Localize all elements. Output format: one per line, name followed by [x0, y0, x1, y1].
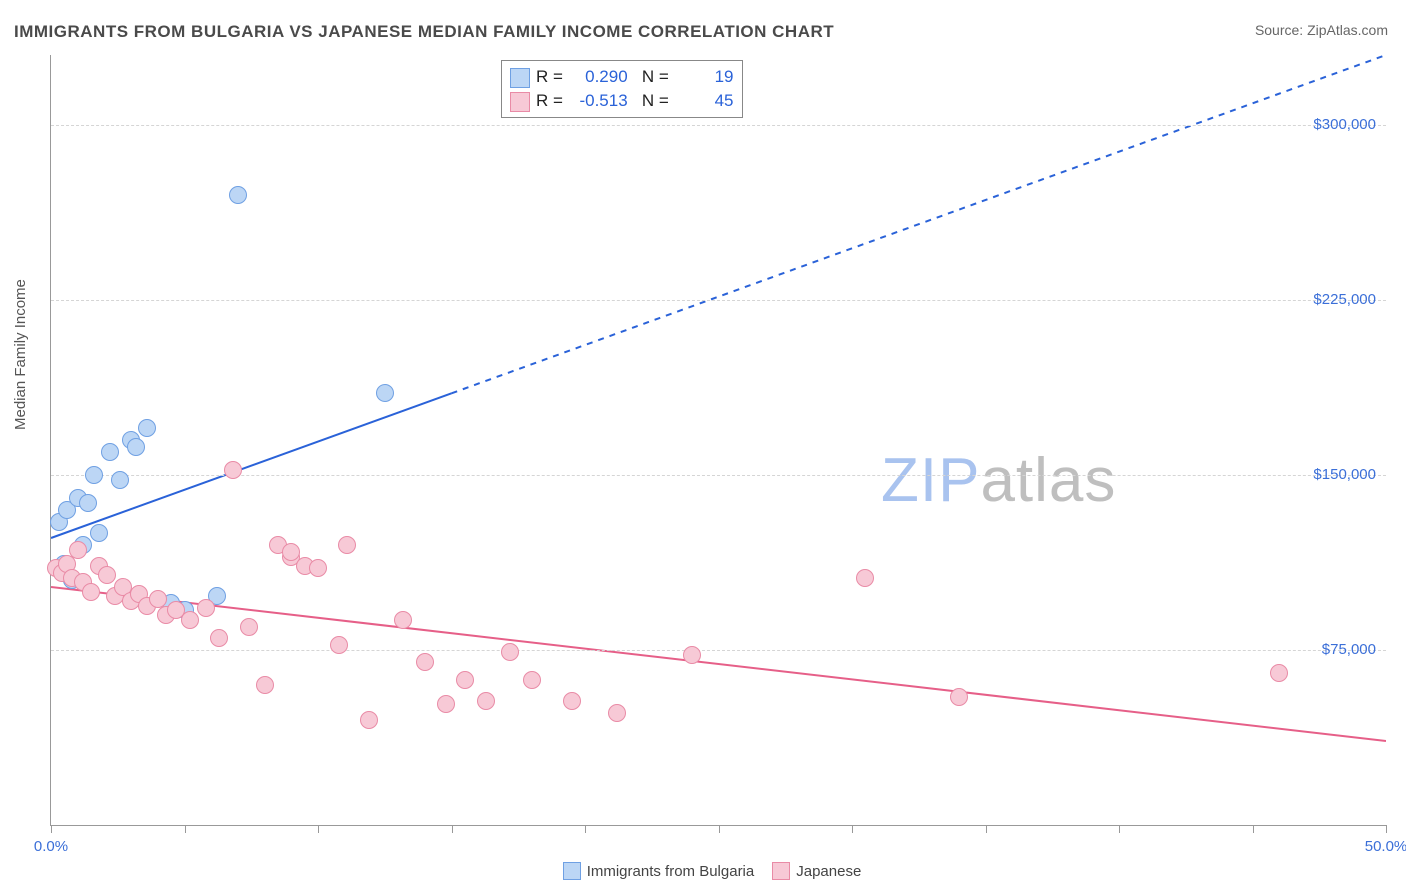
correlation-legend: R = 0.290 N = 19R = -0.513 N = 45 — [501, 60, 743, 118]
r-value: 0.290 — [568, 65, 628, 89]
data-point-japanese — [501, 643, 519, 661]
n-value: 45 — [674, 89, 734, 113]
data-point-bulgaria — [79, 494, 97, 512]
r-label: R = — [536, 91, 563, 110]
plot-area: ZIPatlas R = 0.290 N = 19R = -0.513 N = … — [50, 55, 1386, 826]
gridline — [51, 125, 1386, 126]
gridline — [51, 650, 1386, 651]
data-point-japanese — [240, 618, 258, 636]
trend-lines-layer — [51, 55, 1386, 825]
watermark: ZIPatlas — [881, 445, 1116, 516]
data-point-japanese — [394, 611, 412, 629]
data-point-bulgaria — [376, 384, 394, 402]
data-point-japanese — [1270, 664, 1288, 682]
n-label: N = — [642, 67, 669, 86]
data-point-bulgaria — [229, 186, 247, 204]
data-point-japanese — [98, 566, 116, 584]
data-point-japanese — [210, 629, 228, 647]
n-value: 19 — [674, 65, 734, 89]
data-point-japanese — [338, 536, 356, 554]
y-tick-label: $75,000 — [1322, 641, 1376, 658]
data-point-japanese — [683, 646, 701, 664]
legend-swatch — [510, 92, 530, 112]
gridline — [51, 475, 1386, 476]
y-tick-label: $225,000 — [1313, 291, 1376, 308]
gridline — [51, 300, 1386, 301]
data-point-japanese — [309, 559, 327, 577]
data-point-japanese — [856, 569, 874, 587]
y-axis-label: Median Family Income — [12, 279, 29, 430]
data-point-japanese — [437, 695, 455, 713]
data-point-bulgaria — [85, 466, 103, 484]
data-point-japanese — [360, 711, 378, 729]
data-point-japanese — [950, 688, 968, 706]
data-point-japanese — [256, 676, 274, 694]
data-point-japanese — [330, 636, 348, 654]
data-point-japanese — [608, 704, 626, 722]
data-point-japanese — [523, 671, 541, 689]
x-tick-label: 0.0% — [34, 838, 68, 855]
data-point-japanese — [416, 653, 434, 671]
x-tick-label: 50.0% — [1365, 838, 1406, 855]
x-tick-mark — [318, 825, 319, 833]
data-point-japanese — [456, 671, 474, 689]
data-point-japanese — [82, 583, 100, 601]
x-tick-mark — [1253, 825, 1254, 833]
trend-line — [51, 587, 1386, 741]
legend-swatch — [563, 862, 581, 880]
series-legend: Immigrants from Bulgaria Japanese — [0, 862, 1406, 882]
data-point-japanese — [224, 461, 242, 479]
legend-swatch — [772, 862, 790, 880]
x-tick-mark — [852, 825, 853, 833]
watermark-atlas: atlas — [980, 446, 1116, 515]
x-tick-mark — [719, 825, 720, 833]
x-tick-mark — [51, 825, 52, 833]
chart-title: IMMIGRANTS FROM BULGARIA VS JAPANESE MED… — [14, 22, 834, 42]
x-tick-mark — [585, 825, 586, 833]
source-label: Source: — [1255, 22, 1307, 38]
data-point-japanese — [477, 692, 495, 710]
source-credit: Source: ZipAtlas.com — [1255, 22, 1388, 38]
data-point-japanese — [149, 590, 167, 608]
data-point-japanese — [197, 599, 215, 617]
x-tick-mark — [1119, 825, 1120, 833]
source-name: ZipAtlas.com — [1307, 22, 1388, 38]
data-point-bulgaria — [101, 443, 119, 461]
y-tick-label: $300,000 — [1313, 116, 1376, 133]
data-point-japanese — [282, 543, 300, 561]
data-point-japanese — [181, 611, 199, 629]
x-tick-mark — [1386, 825, 1387, 833]
legend-swatch — [510, 68, 530, 88]
data-point-japanese — [563, 692, 581, 710]
trend-line — [51, 393, 452, 538]
x-tick-mark — [986, 825, 987, 833]
legend-label: Immigrants from Bulgaria — [587, 863, 755, 880]
x-tick-mark — [185, 825, 186, 833]
legend-label: Japanese — [796, 863, 861, 880]
legend-row: R = 0.290 N = 19 — [510, 65, 734, 89]
data-point-bulgaria — [127, 438, 145, 456]
r-label: R = — [536, 67, 563, 86]
x-tick-mark — [452, 825, 453, 833]
legend-row: R = -0.513 N = 45 — [510, 89, 734, 113]
data-point-bulgaria — [111, 471, 129, 489]
y-tick-label: $150,000 — [1313, 466, 1376, 483]
data-point-bulgaria — [138, 419, 156, 437]
data-point-japanese — [69, 541, 87, 559]
r-value: -0.513 — [568, 89, 628, 113]
watermark-zip: ZIP — [881, 446, 980, 515]
n-label: N = — [642, 91, 669, 110]
data-point-bulgaria — [90, 524, 108, 542]
